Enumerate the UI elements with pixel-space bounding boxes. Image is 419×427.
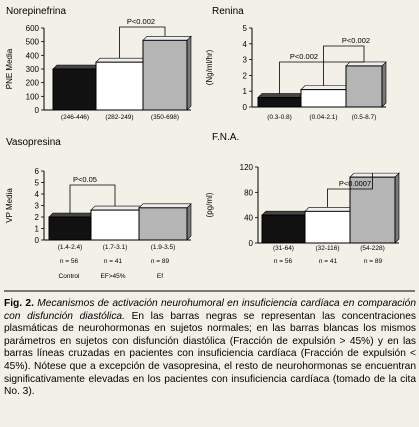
- y-tick-label-2-4: 4: [35, 190, 40, 199]
- bar-3-1: [304, 210, 351, 244]
- significance-bracket-3-a: [327, 173, 373, 208]
- significance-label-2-a: P<0.05: [73, 175, 97, 184]
- y-axis-label-3: (pg/ml): [205, 192, 214, 217]
- range-label-0-1: (282-249): [105, 114, 133, 121]
- y-tick-label-0-2: 200: [26, 79, 40, 88]
- range-label-1-1: (0.04-2.1): [309, 114, 337, 121]
- group-n-0-0: n = 56: [60, 258, 79, 265]
- group-n-0-1: n = 41: [104, 258, 123, 265]
- range-label-2-0: (1.4-2.4): [58, 244, 83, 251]
- y-axis-label-0: PNE Media: [5, 48, 14, 89]
- bar-side-1-2: [381, 61, 387, 108]
- y-tick-label-2-5: 5: [35, 179, 40, 188]
- range-label-3-1: (32-116): [315, 245, 339, 252]
- bar-side-3-2: [394, 172, 400, 244]
- bar-top-3-2: [349, 172, 400, 178]
- group-name-0: Control: [59, 273, 81, 280]
- significance-label-0-a: P<0.002: [127, 17, 155, 26]
- range-label-0-2: (350-698): [151, 114, 179, 121]
- range-label-1-0: (0.3-0.8): [267, 114, 292, 121]
- y-tick-label-0-4: 400: [26, 51, 40, 60]
- group-n-1-1: n = 41: [319, 258, 338, 265]
- bar-0-0: [52, 68, 98, 111]
- y-tick-label-1-3: 3: [243, 56, 248, 65]
- caption-body: En las barras negras se representan las …: [4, 310, 416, 398]
- bar-2-2: [138, 207, 188, 241]
- panel-title-1: Renina: [212, 6, 244, 17]
- group-n-1-2: n = 89: [364, 258, 383, 265]
- significance-bracket-0-a: [119, 26, 166, 59]
- significance-bracket-1-b: [323, 45, 365, 86]
- bar-top-3-0: [261, 210, 310, 216]
- bar-1-1: [300, 89, 347, 108]
- bar-top-1-2: [345, 61, 387, 67]
- bar-0-2: [142, 39, 188, 111]
- y-axis-label-2: VP Media: [5, 188, 14, 223]
- significance-label-1-b: P<0.002: [342, 36, 370, 45]
- bar-0-1: [95, 61, 144, 111]
- bar-top-1-1: [300, 85, 351, 90]
- panel-title-3: F.N.A.: [212, 132, 239, 143]
- y-tick-label-2-2: 2: [35, 213, 40, 222]
- y-tick-label-1-2: 2: [243, 71, 248, 80]
- y-tick-label-1-4: 4: [243, 40, 248, 49]
- bar-top-2-1: [90, 205, 144, 211]
- y-tick-label-0-3: 300: [26, 65, 40, 74]
- range-label-2-1: (1.7-3.1): [103, 244, 128, 251]
- y-tick-label-3-0: 0: [249, 239, 254, 248]
- bar-top-2-2: [138, 203, 192, 209]
- group-name-2: Ef: [157, 273, 163, 280]
- bar-2-1: [90, 209, 140, 241]
- y-tick-label-0-5: 500: [26, 38, 40, 47]
- bar-top-0-2: [142, 35, 192, 41]
- bar-top-1-0: [257, 93, 306, 98]
- significance-label-3-a: P<0.0007: [339, 179, 371, 188]
- y-tick-label-3-2: 80: [244, 188, 253, 197]
- bar-top-0-0: [52, 64, 102, 70]
- range-label-2-2: (1.9-3.5): [151, 244, 176, 251]
- bar-top-2-0: [48, 212, 96, 218]
- y-tick-label-1-1: 1: [243, 87, 248, 96]
- y-tick-label-0-6: 600: [26, 24, 40, 33]
- bar-side-0-2: [186, 35, 192, 111]
- y-tick-label-1-0: 0: [243, 103, 248, 112]
- bar-1-2: [345, 65, 383, 108]
- y-tick-label-1-5: 5: [243, 24, 248, 33]
- range-label-3-2: (54-228): [360, 245, 385, 252]
- caption-label: Fig. 2.: [4, 298, 34, 309]
- y-tick-label-2-1: 1: [35, 225, 40, 234]
- panel-title-2: Vasopresina: [6, 137, 61, 148]
- figure-caption: Fig. 2. Mecanismos de activación neurohu…: [4, 298, 416, 399]
- bar-top-3-1: [304, 207, 355, 212]
- significance-bracket-2-a: [69, 184, 116, 213]
- group-name-1: EF>45%: [100, 273, 125, 280]
- y-tick-label-3-1: 40: [244, 214, 253, 223]
- y-tick-label-3-3: 120: [240, 163, 254, 172]
- y-axis-label-1: (Ng/ml/hr): [205, 49, 214, 85]
- y-tick-label-0-1: 100: [26, 92, 40, 101]
- y-tick-label-0-0: 0: [35, 106, 40, 115]
- caption-title: Mecanismos de activación neurohumoral en…: [4, 298, 416, 322]
- bar-top-0-1: [95, 57, 148, 63]
- y-tick-label-2-3: 3: [35, 202, 40, 211]
- significance-bracket-1-a: [279, 61, 365, 94]
- y-tick-label-2-6: 6: [35, 167, 40, 176]
- group-n-0-2: n = 89: [151, 258, 170, 265]
- bar-2-0: [48, 216, 92, 241]
- y-tick-label-2-0: 0: [35, 236, 40, 245]
- group-n-1-0: n = 56: [274, 258, 293, 265]
- bar-3-0: [261, 214, 306, 244]
- panel-title-0: Norepinefrina: [6, 6, 66, 17]
- significance-label-1-a: P<0.002: [290, 52, 318, 61]
- range-label-0-0: (246-446): [61, 114, 89, 121]
- bar-side-2-2: [186, 203, 192, 241]
- range-label-3-0: (31-64): [273, 245, 294, 252]
- bar-1-0: [257, 97, 302, 108]
- range-label-1-2: (0.5-8.7): [352, 114, 377, 121]
